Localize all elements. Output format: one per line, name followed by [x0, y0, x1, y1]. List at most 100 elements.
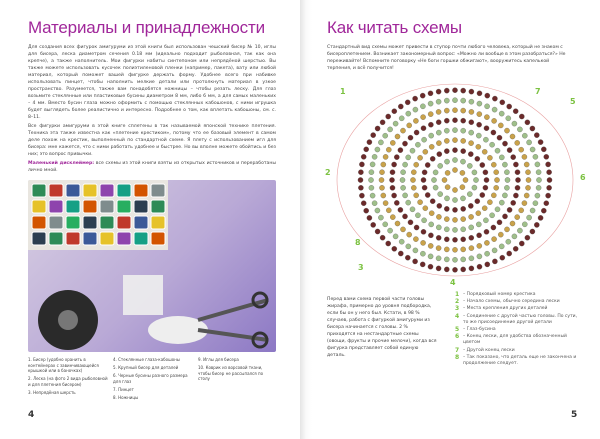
bead — [543, 154, 550, 160]
bead — [435, 119, 442, 125]
bead — [366, 215, 373, 221]
bead — [536, 177, 542, 183]
bead — [412, 95, 418, 102]
legend-text: – Соединение с другой частью головы. По … — [463, 313, 578, 325]
bead — [452, 257, 458, 263]
legend-text: – Так показано, что деталь еще не законч… — [463, 354, 577, 367]
bead — [452, 167, 458, 173]
scheme-thread — [336, 83, 574, 277]
bead — [482, 169, 489, 176]
bead — [398, 238, 405, 245]
bead — [444, 236, 450, 243]
bead-tray — [133, 231, 149, 246]
bead — [415, 141, 421, 148]
body-text: Перед вами схема первой части головы жир… — [327, 297, 437, 358]
bead — [502, 140, 508, 147]
bead-tray — [48, 215, 64, 230]
bead — [419, 261, 426, 268]
bead — [468, 119, 475, 125]
bead — [436, 140, 442, 146]
bead-tray — [31, 183, 47, 198]
bead — [391, 246, 398, 252]
bead — [374, 207, 381, 214]
bead — [452, 227, 458, 233]
bead — [468, 214, 474, 220]
bead — [476, 121, 482, 128]
bead-tray — [65, 215, 81, 230]
bead — [484, 240, 490, 246]
legend-item: 6– Конец лески, для удобства обозначенны… — [455, 334, 580, 346]
bead — [420, 240, 426, 246]
bead — [532, 154, 539, 160]
bead — [505, 238, 512, 245]
bead — [374, 125, 381, 132]
bead — [541, 146, 547, 153]
bead — [420, 103, 426, 110]
bead — [484, 103, 490, 110]
bead — [514, 214, 520, 220]
bead — [436, 129, 442, 136]
bead — [459, 184, 466, 190]
bead — [482, 184, 489, 191]
bead — [405, 243, 412, 250]
bead — [484, 250, 490, 257]
bead-tray — [65, 183, 81, 198]
bead — [541, 207, 547, 214]
bead — [368, 169, 375, 175]
bead — [535, 169, 542, 175]
bead — [405, 154, 411, 161]
bead — [496, 219, 503, 226]
bead — [417, 199, 423, 205]
bead — [444, 266, 450, 273]
caption: 1. Бисер (удобно хранить в контейнерах с… — [28, 357, 99, 373]
bead — [390, 214, 396, 220]
bead-tray — [150, 215, 166, 230]
diagram-label: 5 — [570, 97, 576, 106]
bead — [444, 206, 450, 212]
paragraph: Все фигурки амигуруми в этой книге сплет… — [28, 124, 276, 157]
legend-item: 1– Порядковый номер крестика — [455, 291, 580, 298]
bead — [489, 212, 495, 219]
disclaimer-label: Маленький дисклеймер: — [28, 161, 95, 166]
caption: 3. Непрядёная шерсть — [28, 389, 76, 395]
bead — [369, 161, 376, 168]
bead — [421, 217, 427, 224]
bead — [413, 224, 420, 231]
bead — [444, 170, 451, 176]
bead — [483, 217, 489, 224]
bead — [524, 234, 531, 241]
bead — [382, 221, 388, 228]
materials-photo — [28, 180, 276, 352]
bead — [378, 177, 385, 183]
bead — [468, 235, 475, 241]
bead — [394, 133, 401, 140]
bead-tray — [116, 183, 132, 198]
bead — [460, 206, 466, 212]
bead-tray — [82, 231, 98, 246]
bead — [476, 232, 482, 239]
caption: 10. Коврик из ворсовой ткани, чтобы бисе… — [198, 365, 264, 381]
bead — [473, 177, 479, 183]
bead — [391, 108, 398, 114]
bead — [475, 210, 482, 216]
bead — [390, 140, 396, 146]
bead — [491, 106, 498, 113]
bead — [483, 229, 490, 235]
bead — [476, 90, 483, 97]
bead — [471, 184, 478, 191]
bead — [444, 138, 450, 144]
bead — [476, 253, 483, 260]
bead — [371, 154, 378, 160]
bead — [452, 147, 458, 153]
caption: 2. Леска (на фото 2 вида рыболовной и дл… — [28, 376, 108, 387]
bead — [406, 122, 412, 129]
bead — [452, 157, 458, 163]
bead — [402, 192, 408, 199]
bead — [506, 103, 512, 110]
bead — [515, 177, 521, 183]
bead — [435, 235, 442, 241]
bead-tray — [48, 199, 64, 214]
legend-number: 4 — [455, 312, 460, 320]
bead — [404, 99, 411, 106]
bead — [460, 148, 466, 154]
